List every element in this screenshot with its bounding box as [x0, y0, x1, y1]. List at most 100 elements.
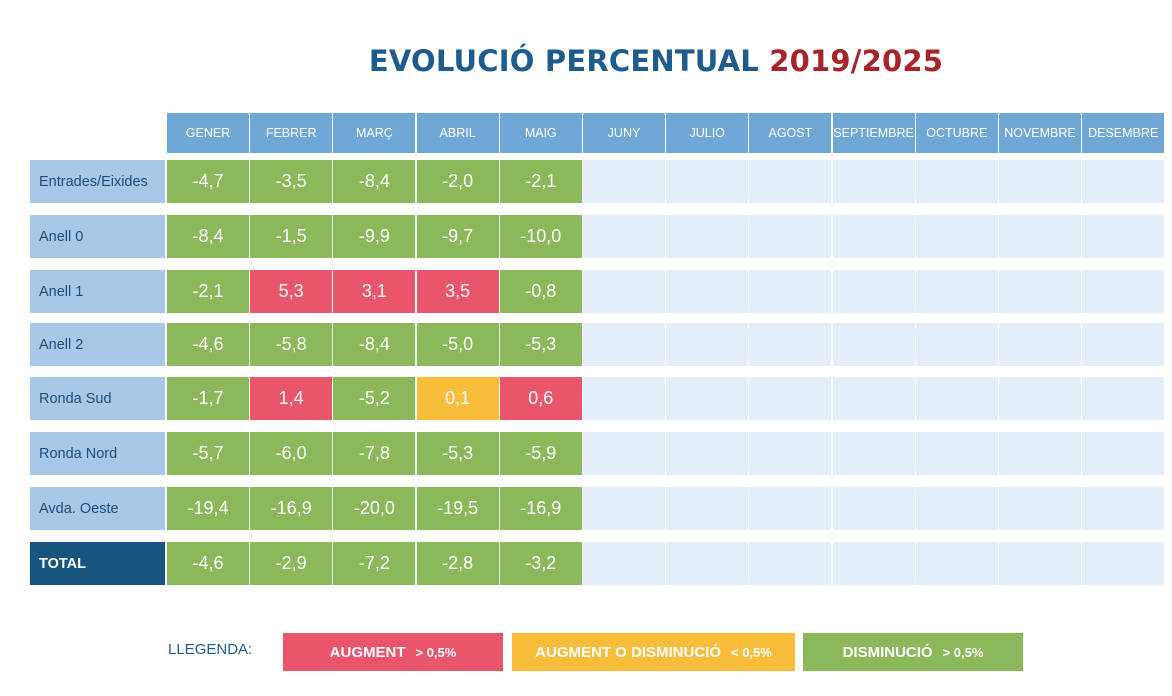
empty-cell [1082, 377, 1165, 420]
value-cell: -8,4 [333, 323, 416, 366]
empty-cell [999, 323, 1081, 366]
value-cell: -5,7 [167, 432, 249, 475]
value-cell: -19,4 [167, 487, 249, 530]
value-cell: 1,4 [250, 377, 333, 420]
value-cell: -2,9 [250, 542, 333, 585]
empty-cell [832, 270, 915, 313]
legend-item-disminucio: DISMINUCIÓ > 0,5% [803, 633, 1023, 671]
empty-cell [1082, 160, 1165, 203]
value-cell: -5,8 [250, 323, 333, 366]
empty-cell [666, 487, 749, 530]
value-cell: 0,6 [499, 377, 582, 420]
empty-cell [583, 487, 665, 530]
row-label: Ronda Sud [30, 377, 165, 420]
value-cell: -3,5 [250, 160, 333, 203]
legend-item-text: AUGMENT O DISMINUCIÓ [535, 643, 721, 661]
value-cell: -9,7 [416, 215, 499, 258]
value-cell: -5,9 [499, 432, 582, 475]
value-cell: -8,4 [167, 215, 249, 258]
empty-cell [915, 432, 998, 475]
empty-cell [749, 542, 832, 585]
empty-cell [1082, 323, 1165, 366]
empty-cell [832, 542, 915, 585]
value-cell: -7,8 [333, 432, 416, 475]
legend-label: LLEGENDA: [168, 641, 253, 658]
value-cell: -1,5 [250, 215, 333, 258]
empty-cell [749, 487, 832, 530]
legend-item-threshold: < 0,5% [731, 644, 772, 660]
empty-cell [1082, 270, 1165, 313]
value-cell: -2,1 [499, 160, 582, 203]
empty-cell [999, 487, 1081, 530]
value-cell: -5,0 [416, 323, 499, 366]
empty-cell [749, 323, 832, 366]
empty-cell [666, 542, 749, 585]
empty-cell [583, 432, 665, 475]
empty-cell [832, 323, 915, 366]
empty-cell [832, 432, 915, 475]
legend-item-threshold: > 0,5% [415, 644, 457, 660]
column-header: ABRIL [416, 113, 499, 153]
value-cell: -8,4 [333, 160, 416, 203]
empty-cell [749, 215, 832, 258]
value-cell: -2,8 [416, 542, 499, 585]
value-cell: -5,3 [416, 432, 499, 475]
column-header: AGOST [749, 113, 832, 153]
value-cell: -9,9 [333, 215, 416, 258]
legend-item-text: AUGMENT [329, 643, 406, 661]
empty-cell [832, 215, 915, 258]
empty-cell [666, 215, 749, 258]
legend-item-augment: AUGMENT > 0,5% [283, 633, 503, 671]
empty-cell [583, 542, 665, 585]
empty-cell [915, 323, 998, 366]
value-cell: 3,5 [416, 270, 499, 313]
title-main: EVOLUCIÓ PERCENTUAL [368, 44, 759, 78]
column-header: MARÇ [333, 113, 416, 153]
row-label: Entrades/Eixides [30, 160, 165, 203]
value-cell: -19,5 [416, 487, 499, 530]
value-cell: 0,1 [416, 377, 499, 420]
value-cell: -5,2 [333, 377, 416, 420]
empty-cell [583, 160, 665, 203]
value-cell: -20,0 [333, 487, 416, 530]
empty-cell [749, 432, 832, 475]
value-cell: 5,3 [250, 270, 333, 313]
empty-cell [915, 270, 998, 313]
empty-cell [999, 215, 1081, 258]
value-cell: -16,9 [499, 487, 582, 530]
empty-cell [666, 323, 749, 366]
value-cell: -10,0 [499, 215, 582, 258]
empty-cell [1082, 487, 1165, 530]
row-label: Avda. Oeste [30, 487, 165, 530]
column-header: JUNY [583, 113, 665, 153]
value-cell: -0,8 [499, 270, 582, 313]
empty-cell [915, 160, 998, 203]
value-cell: -1,7 [167, 377, 249, 420]
empty-cell [666, 432, 749, 475]
empty-cell [583, 323, 665, 366]
empty-cell [999, 160, 1081, 203]
value-cell: -4,7 [167, 160, 249, 203]
total-row-label: TOTAL [30, 542, 165, 585]
title-years: 2019/2025 [769, 44, 944, 78]
value-cell: -4,6 [167, 323, 249, 366]
empty-cell [666, 270, 749, 313]
row-label: Anell 2 [30, 323, 165, 366]
empty-cell [583, 215, 665, 258]
row-label: Anell 1 [30, 270, 165, 313]
column-header: SEPTIEMBRE [832, 113, 915, 153]
row-label: Anell 0 [30, 215, 165, 258]
empty-cell [1082, 432, 1165, 475]
column-header: DESEMBRE [1082, 113, 1165, 153]
legend-item-threshold: > 0,5% [942, 644, 984, 660]
empty-cell [832, 377, 915, 420]
row-label: Ronda Nord [30, 432, 165, 475]
value-cell: -7,2 [333, 542, 416, 585]
legend-item-neutral: AUGMENT O DISMINUCIÓ < 0,5% [512, 633, 795, 671]
empty-cell [999, 377, 1081, 420]
empty-cell [666, 160, 749, 203]
empty-cell [749, 377, 832, 420]
empty-cell [915, 542, 998, 585]
column-header: NOVEMBRE [999, 113, 1081, 153]
column-header: JULIO [666, 113, 749, 153]
